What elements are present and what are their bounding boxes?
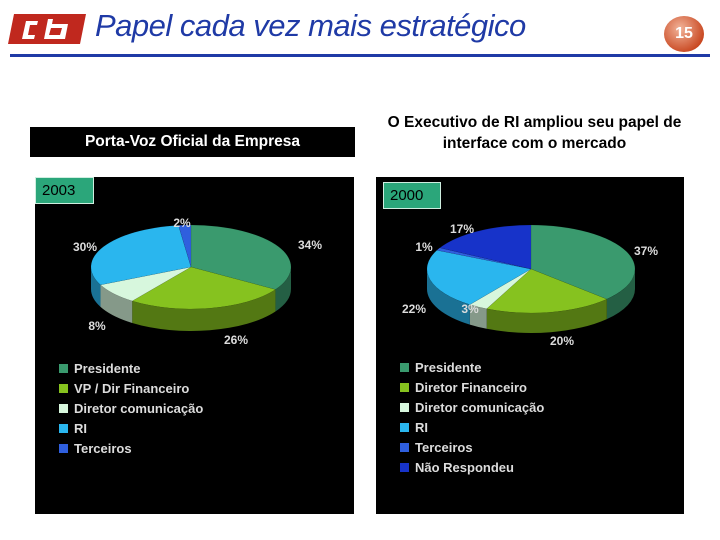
pie-side-diretor-comunicacao-2000	[469, 304, 487, 329]
page-title: Papel cada vez mais estratégico	[95, 8, 526, 43]
title-divider	[10, 54, 710, 57]
right-chart-subtitle: O Executivo de RI ampliou seu papel de i…	[387, 114, 682, 152]
pie-slice-diretor-comunicacao-2003	[99, 266, 192, 302]
legend-swatch	[59, 404, 68, 414]
legend-swatch	[59, 424, 68, 434]
pie-value-label-terceiros-2003: 2%	[173, 216, 191, 230]
year-label-2003: 2003	[35, 177, 94, 204]
legend-swatch	[59, 444, 68, 454]
pie-side-ri-2003	[91, 267, 101, 307]
legend-swatch	[59, 384, 68, 394]
legend-item-presidente-2000: Presidente	[400, 358, 544, 378]
page-number-badge: 15	[664, 16, 704, 52]
legend-item-presidente-2003: Presidente	[59, 359, 203, 379]
pie-value-label-diretor-comunicacao-2003: 8%	[88, 319, 106, 333]
pie-value-label-vp-dir-financeiro-2003: 26%	[224, 333, 248, 347]
legend-swatch	[400, 403, 409, 413]
legend-swatch	[400, 423, 409, 433]
pie-slice-nao-respondeu-2000	[439, 224, 532, 270]
pie-value-label-terceiros-2000: 1%	[415, 240, 433, 254]
legend-item-diretor-comunicacao-2003: Diretor comunicação	[59, 399, 203, 419]
legend-2003: Presidente VP / Dir Financeiro Diretor com…	[59, 359, 203, 459]
legend-label: Diretor comunicação	[74, 401, 204, 416]
legend-swatch	[400, 443, 409, 453]
legend-item-diretor-comunicacao-2000: Diretor comunicação	[400, 398, 544, 418]
pie-side-presidente-2000	[606, 269, 635, 320]
legend-swatch	[59, 364, 68, 374]
pie-side-diretor-comunicacao-2003	[100, 284, 133, 323]
pie-value-label-diretor-comunicacao-2000: 3%	[461, 302, 479, 316]
pie-slice-ri-2000	[426, 249, 532, 305]
pie-value-label-ri-2000: 22%	[402, 302, 426, 316]
year-label-2000: 2000	[383, 182, 441, 209]
legend-swatch	[400, 383, 409, 393]
legend-label: Presidente	[415, 360, 482, 375]
left-chart-subtitle: Porta-Voz Oficial da Empresa	[30, 127, 355, 157]
pie-side-diretor-financeiro-2000	[486, 299, 607, 333]
legend-label: Terceiros	[74, 441, 132, 456]
legend-label: Presidente	[74, 361, 141, 376]
legend-item-diretor-financeiro-2000: Diretor Financeiro	[400, 378, 544, 398]
legend-label: Não Respondeu	[415, 460, 514, 475]
pie-value-label-presidente-2003: 34%	[298, 238, 322, 252]
pie-side-ri-2000	[427, 269, 470, 325]
legend-item-terceiros-2003: Terceiros	[59, 439, 203, 459]
legend-label: Diretor comunicação	[415, 400, 545, 415]
pie-slice-presidente-2003	[190, 224, 292, 290]
pie-value-label-presidente-2000: 37%	[634, 244, 658, 258]
legend-label: VP / Dir Financeiro	[74, 381, 190, 396]
pie-slice-terceiros-2000	[436, 247, 532, 270]
pie-slice-presidente-2000	[530, 224, 636, 300]
legend-item-nao-respondeu-2000: Não Respondeu	[400, 458, 544, 478]
legend-item-vp-dir-financeiro-2003: VP / Dir Financeiro	[59, 379, 203, 399]
legend-item-terceiros-2000: Terceiros	[400, 438, 544, 458]
legend-label: Diretor Financeiro	[415, 380, 527, 395]
pie-slice-diretor-financeiro-2000	[486, 268, 608, 314]
pie-slice-terceiros-2003	[178, 224, 192, 268]
legend-item-ri-2003: RI	[59, 419, 203, 439]
legend-label: RI	[415, 420, 428, 435]
pie-chart-2000: 37% 20% 3% 22% 1% 17%	[402, 222, 658, 348]
company-logo	[8, 14, 86, 44]
pie-side-vp-dir-financeiro-2003	[132, 289, 276, 331]
legend-swatch	[400, 463, 409, 473]
pie-value-label-ri-2003: 30%	[73, 240, 97, 254]
pie-side-presidente-2003	[275, 267, 291, 312]
pie-value-label-diretor-financeiro-2000: 20%	[550, 334, 574, 348]
pie-slice-vp-dir-financeiro-2003	[131, 266, 277, 310]
legend-label: RI	[74, 421, 87, 436]
chart-panel-2003: 34% 26% 8% 30% 2% 2003 Presidente VP / Dir Fi…	[35, 177, 354, 514]
pie-value-label-nao-respondeu-2000: 17%	[450, 222, 474, 236]
pie-slice-diretor-comunicacao-2000	[469, 268, 532, 310]
pie-slice-ri-2003	[90, 225, 192, 286]
legend-2000: Presidente Diretor Financeiro Diretor comu…	[400, 358, 544, 478]
chart-panel-2000: 37% 20% 3% 22% 1% 17% 2000 Presidente Diretor …	[376, 177, 684, 514]
pie-chart-2003: 34% 26% 8% 30% 2%	[73, 216, 322, 347]
legend-swatch	[400, 363, 409, 373]
legend-item-ri-2000: RI	[400, 418, 544, 438]
legend-label: Terceiros	[415, 440, 473, 455]
